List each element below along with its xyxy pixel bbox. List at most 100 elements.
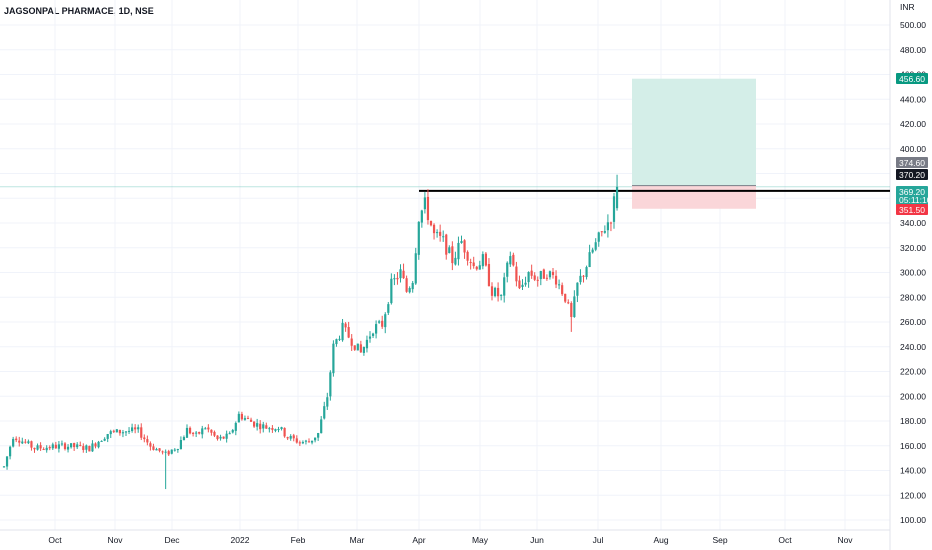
candle[interactable]: [2, 466, 6, 468]
candle[interactable]: [411, 280, 414, 293]
candle[interactable]: [231, 428, 234, 434]
candle[interactable]: [268, 426, 271, 433]
candle[interactable]: [185, 424, 189, 438]
candle[interactable]: [24, 439, 27, 444]
candle[interactable]: [304, 439, 308, 445]
candle[interactable]: [414, 247, 417, 285]
candle[interactable]: [176, 448, 179, 453]
candle[interactable]: [503, 272, 506, 303]
candle[interactable]: [545, 274, 548, 281]
candle[interactable]: [393, 274, 396, 286]
candle[interactable]: [167, 449, 170, 456]
candle[interactable]: [530, 264, 533, 279]
candle[interactable]: [597, 231, 600, 247]
candle[interactable]: [396, 272, 399, 285]
candle[interactable]: [469, 258, 472, 270]
candle[interactable]: [554, 270, 558, 289]
candle[interactable]: [225, 430, 228, 443]
candle[interactable]: [152, 443, 155, 451]
candle[interactable]: [390, 273, 393, 305]
candle[interactable]: [576, 282, 579, 303]
candle[interactable]: [112, 429, 115, 434]
candle[interactable]: [243, 415, 247, 421]
candle[interactable]: [542, 268, 545, 279]
candle[interactable]: [33, 447, 36, 453]
candle[interactable]: [137, 424, 140, 433]
candle[interactable]: [524, 276, 527, 287]
candle[interactable]: [582, 275, 585, 283]
candle[interactable]: [66, 444, 70, 453]
candle[interactable]: [121, 429, 125, 438]
candle[interactable]: [329, 370, 332, 401]
candle[interactable]: [484, 251, 487, 267]
candle[interactable]: [451, 241, 454, 271]
candle[interactable]: [558, 279, 561, 290]
candle[interactable]: [271, 425, 274, 433]
candle[interactable]: [106, 433, 109, 443]
candle[interactable]: [518, 275, 521, 290]
candle[interactable]: [140, 423, 143, 441]
candle[interactable]: [48, 445, 51, 451]
candle[interactable]: [454, 251, 457, 266]
candle[interactable]: [18, 436, 21, 447]
candle[interactable]: [445, 233, 448, 260]
candle[interactable]: [234, 421, 237, 436]
candle[interactable]: [143, 434, 146, 443]
candle[interactable]: [54, 441, 57, 449]
candle[interactable]: [344, 322, 347, 332]
candle[interactable]: [478, 260, 481, 270]
candle[interactable]: [39, 442, 42, 451]
candle[interactable]: [15, 436, 18, 443]
candle[interactable]: [567, 299, 570, 305]
candle[interactable]: [432, 223, 436, 240]
stop-zone[interactable]: [632, 185, 756, 209]
candle[interactable]: [323, 401, 326, 420]
candle[interactable]: [45, 445, 48, 453]
candle[interactable]: [91, 440, 94, 452]
candle[interactable]: [131, 423, 134, 433]
candle[interactable]: [362, 346, 365, 356]
candle[interactable]: [436, 229, 439, 238]
candle[interactable]: [256, 418, 259, 431]
candle[interactable]: [347, 321, 350, 339]
candle[interactable]: [9, 445, 12, 460]
candle[interactable]: [341, 318, 344, 342]
candle[interactable]: [426, 189, 430, 225]
candle[interactable]: [500, 294, 503, 301]
candle[interactable]: [606, 214, 609, 238]
candle[interactable]: [439, 224, 442, 242]
candle[interactable]: [118, 429, 121, 436]
candle[interactable]: [320, 416, 323, 434]
candle[interactable]: [515, 261, 518, 287]
candle[interactable]: [298, 440, 301, 446]
candle[interactable]: [219, 434, 222, 441]
candle[interactable]: [170, 449, 173, 455]
candle[interactable]: [155, 447, 158, 451]
candle[interactable]: [5, 456, 9, 470]
candle[interactable]: [109, 429, 112, 438]
candle[interactable]: [301, 440, 304, 445]
candle[interactable]: [289, 434, 292, 441]
candle[interactable]: [216, 435, 219, 441]
candle[interactable]: [192, 431, 195, 437]
target-zone[interactable]: [632, 78, 756, 186]
candle[interactable]: [402, 263, 405, 279]
candle[interactable]: [585, 265, 588, 280]
candle[interactable]: [100, 440, 103, 442]
candle[interactable]: [158, 448, 161, 453]
candle[interactable]: [463, 239, 466, 259]
candle[interactable]: [127, 427, 131, 435]
candle[interactable]: [246, 415, 250, 420]
candle[interactable]: [387, 301, 390, 315]
candle[interactable]: [405, 275, 408, 293]
candle[interactable]: [378, 319, 381, 324]
candle[interactable]: [591, 247, 594, 254]
candle[interactable]: [12, 436, 15, 448]
candle[interactable]: [612, 192, 616, 229]
candle[interactable]: [161, 450, 164, 455]
candle[interactable]: [42, 447, 45, 451]
candle[interactable]: [448, 245, 451, 254]
candle[interactable]: [253, 421, 256, 428]
candle[interactable]: [249, 417, 253, 422]
candle[interactable]: [280, 426, 283, 431]
